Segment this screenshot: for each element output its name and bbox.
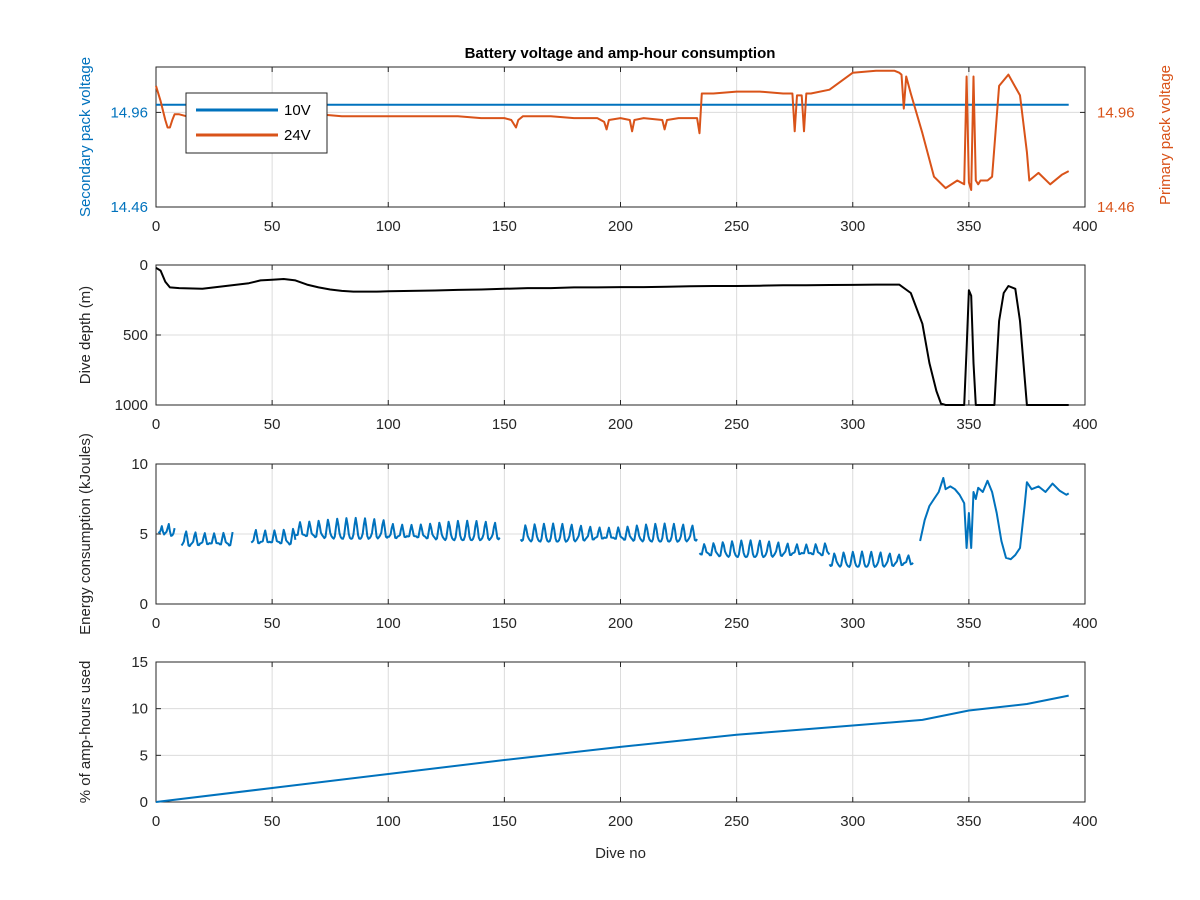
- y-tick-label: 5: [140, 747, 148, 764]
- legend-label-10v: 10V: [284, 102, 311, 119]
- series-line-depth: [155, 266, 1069, 406]
- x-tick-label: 0: [152, 218, 160, 235]
- series-line-tail: [919, 477, 1070, 561]
- x-tick-label: 250: [724, 218, 749, 235]
- x-tick-label: 0: [152, 615, 160, 632]
- plot-layer: 0 50 100 150 200 250 300 350 40014.4614.9614.461…: [77, 57, 1174, 862]
- y-axis-label: Secondary pack voltage: [77, 57, 94, 217]
- x-tick-label: 350: [956, 615, 981, 632]
- y-tick-label-right: 14.46: [1097, 199, 1135, 216]
- x-tick-label: 200: [608, 813, 633, 830]
- y-tick-label: 14.46: [110, 199, 148, 216]
- y-tick-label: 10: [131, 701, 148, 718]
- y-axis-label: % of amp-hours used: [77, 661, 94, 804]
- series-line-segment: [294, 516, 390, 540]
- x-tick-label: 50: [264, 416, 281, 433]
- x-tick-label: 100: [376, 218, 401, 235]
- voltage-axes: 0 50 100 150 200 250 300 350 40014.4614.9614.461…: [77, 57, 1174, 235]
- x-tick-label: 300: [840, 813, 865, 830]
- y-tick-label: 0: [140, 794, 148, 811]
- depth-axes: 0 50 100 150 200 250 300 350 400 0 500 1000 Dive dep…: [77, 257, 1098, 433]
- x-tick-label: 300: [840, 218, 865, 235]
- x-tick-label: 300: [840, 416, 865, 433]
- y-tick-label: 500: [123, 327, 148, 344]
- series-line-segment: [698, 539, 831, 559]
- y-axis-label: Dive depth (m): [77, 286, 94, 384]
- x-tick-label: 250: [724, 615, 749, 632]
- series-line-segment: [250, 527, 297, 546]
- amphours-axes: 0 50 100 150 200 250 300 350 400 0 5 10 15 % of amp-h…: [77, 654, 1098, 862]
- series-line-segment: [387, 519, 501, 542]
- x-tick-label: 100: [376, 416, 401, 433]
- y-tick-label: 0: [140, 596, 148, 613]
- y-tick-label: 10: [131, 456, 148, 473]
- x-tick-label: 150: [492, 218, 517, 235]
- x-tick-label: 50: [264, 218, 281, 235]
- legend-label-24v: 24V: [284, 127, 311, 144]
- x-tick-label: 350: [956, 813, 981, 830]
- x-tick-label: 0: [152, 416, 160, 433]
- x-tick-label: 200: [608, 615, 633, 632]
- y-tick-label: 0: [140, 257, 148, 274]
- x-tick-label: 400: [1072, 416, 1097, 433]
- x-tick-label: 400: [1072, 615, 1097, 632]
- y-axis-label: Energy consumption (kJoules): [77, 433, 94, 635]
- x-tick-label: 350: [956, 218, 981, 235]
- series-line-24v: [155, 69, 1070, 191]
- x-tick-label: 150: [492, 615, 517, 632]
- y-tick-label: 1000: [115, 397, 148, 414]
- x-tick-label: 400: [1072, 813, 1097, 830]
- x-tick-label: 100: [376, 615, 401, 632]
- x-tick-label: 0: [152, 813, 160, 830]
- x-tick-label: 400: [1072, 218, 1097, 235]
- x-axis-label: Dive no: [595, 845, 646, 862]
- y-axis-label-right: Primary pack voltage: [1157, 65, 1174, 205]
- series-line-segment: [180, 530, 234, 548]
- x-tick-label: 200: [608, 218, 633, 235]
- series-line-amphours: [155, 694, 1069, 803]
- series-line-segment: [828, 550, 914, 568]
- legend-box: [185, 92, 328, 154]
- x-tick-label: 200: [608, 416, 633, 433]
- y-tick-label: 15: [131, 654, 148, 671]
- x-tick-label: 150: [492, 813, 517, 830]
- x-tick-label: 50: [264, 615, 281, 632]
- x-tick-label: 350: [956, 416, 981, 433]
- x-tick-label: 100: [376, 813, 401, 830]
- series-line-segment: [519, 522, 698, 543]
- x-tick-label: 50: [264, 813, 281, 830]
- x-tick-label: 250: [724, 813, 749, 830]
- x-tick-label: 250: [724, 416, 749, 433]
- y-tick-label: 5: [140, 526, 148, 543]
- series-line-segment: [157, 523, 176, 537]
- y-tick-label-right: 14.96: [1097, 104, 1135, 121]
- x-tick-label: 300: [840, 615, 865, 632]
- energy-axes: 0 50 100 150 200 250 300 350 400 0 5 10 Energy consu…: [77, 433, 1098, 635]
- y-tick-label: 14.96: [110, 104, 148, 121]
- x-tick-label: 150: [492, 416, 517, 433]
- figure-title: Battery voltage and amp-hour consumption: [465, 45, 776, 62]
